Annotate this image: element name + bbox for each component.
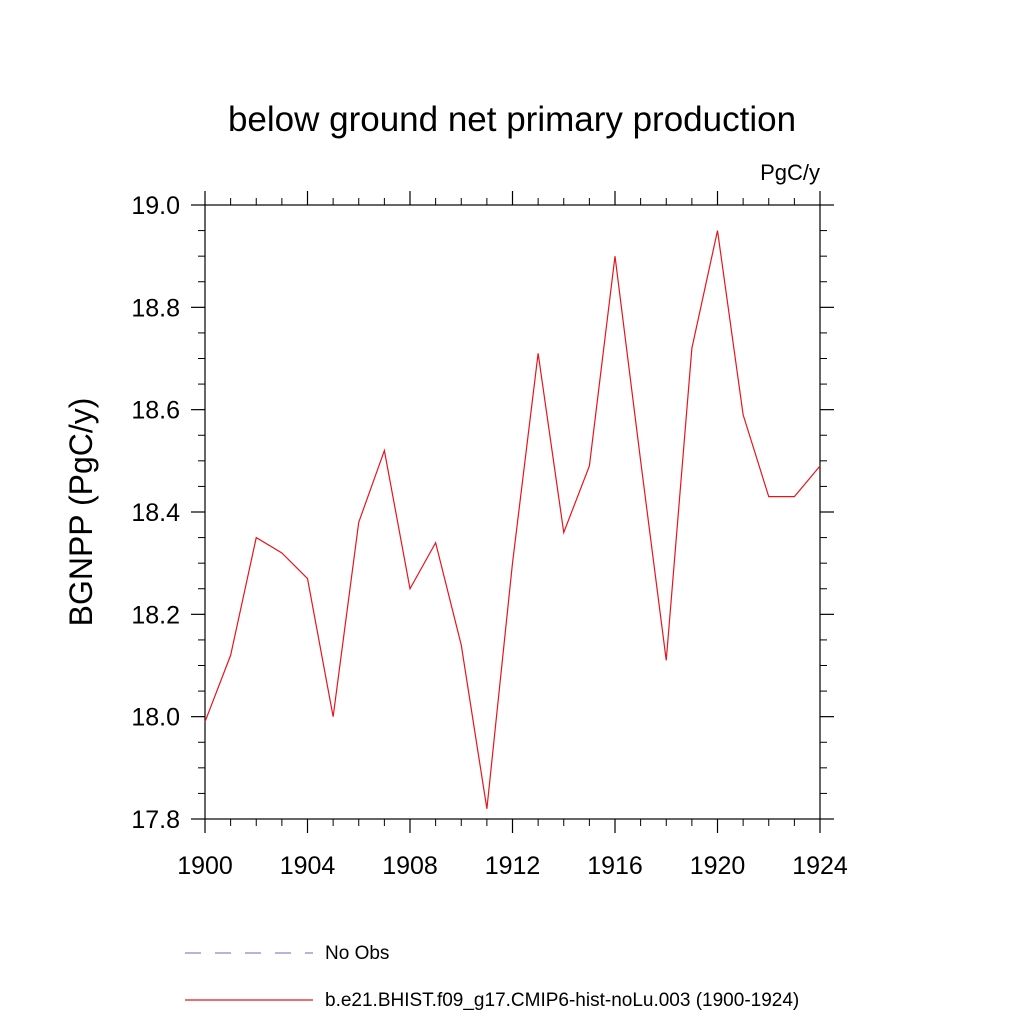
y-tick-label: 18.6 — [131, 397, 180, 425]
legend-series-label: b.e21.BHIST.f09_g17.CMIP6-hist-noLu.003 … — [325, 990, 799, 1011]
x-tick-label: 1912 — [485, 852, 541, 880]
data-series — [204, 230, 821, 809]
plot-frame — [204, 204, 821, 820]
y-tick-label: 18.2 — [131, 601, 180, 629]
y-axis-label: BGNPP (PgC/y) — [63, 398, 99, 627]
chart-title: below ground net primary production — [228, 100, 796, 139]
y-tick-label: 18.8 — [131, 294, 180, 322]
y-tick-label: 18.4 — [131, 499, 180, 527]
legend-no-obs-label: No Obs — [325, 943, 389, 964]
y-tick-label: 17.8 — [131, 806, 180, 834]
x-tick-label: 1900 — [177, 852, 233, 880]
legend: No Obs b.e21.BHIST.f09_g17.CMIP6-hist-no… — [185, 943, 799, 1011]
x-tick-labels: 1900 1904 1908 1912 1916 1920 1924 — [177, 852, 848, 880]
y-tick-label: 19.0 — [131, 192, 180, 220]
x-tick-label: 1924 — [792, 852, 848, 880]
axis-ticks — [191, 191, 834, 833]
units-label: PgC/y — [760, 160, 820, 185]
x-tick-label: 1908 — [382, 852, 438, 880]
series-line — [204, 230, 821, 809]
y-tick-labels: 17.8 18.0 18.2 18.4 18.6 18.8 19.0 — [131, 192, 180, 834]
x-tick-label: 1920 — [690, 852, 746, 880]
y-tick-label: 18.0 — [131, 704, 180, 732]
x-tick-label: 1904 — [280, 852, 336, 880]
x-tick-label: 1916 — [587, 852, 643, 880]
